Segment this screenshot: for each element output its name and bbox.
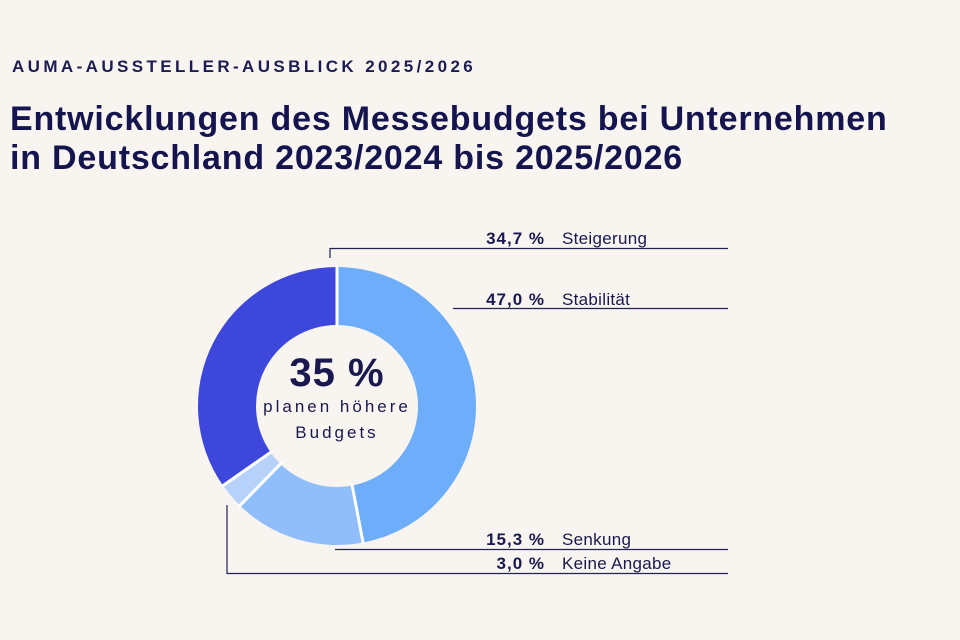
leader-line-keine-angabe [226,505,728,575]
center-caption-line1: planen höhere [263,397,411,416]
callout-label: Senkung [562,530,632,549]
donut-separators [220,265,365,545]
callout-label: Keine Angabe [562,554,672,573]
callout-value: 15,3 % [486,530,545,549]
leader-lines [226,247,728,575]
page-title-line2: in Deutschland 2023/2024 bis 2025/2026 [10,139,683,177]
donut-segment-stabilit-t [337,267,476,543]
center-value: 35 % [289,351,385,395]
callout-value: 34,7 % [486,229,545,248]
donut-separator [350,483,365,545]
callout-steigerung: 34,7 % Steigerung [300,229,730,248]
callout-label: Stabilität [562,290,631,309]
callout-value: 3,0 % [496,554,545,573]
donut-segment-steigerung [198,267,337,486]
donut-segments [198,267,476,545]
donut-separator [237,461,283,508]
callout-label: Steigerung [562,229,648,248]
page-title-line1: Entwicklungen des Messebudgets bei Unter… [10,100,888,138]
callout-value: 47,0 % [486,290,545,309]
callout-keine-angabe: 3,0 % Keine Angabe [300,554,730,573]
donut-segment-senkung [239,463,364,545]
donut-center-label: 35 % planen höhere Budgets [217,352,457,446]
center-caption-line2: Budgets [295,423,379,442]
page-title: Entwicklungen des Messebudgets bei Unter… [10,100,888,178]
callout-stabilitaet: 47,0 % Stabilität [300,290,730,309]
leader-line-steigerung [329,247,728,258]
eyebrow: AUMA-AUSSTELLER-AUSBLICK 2025/2026 [12,57,477,76]
donut-separator [220,449,274,488]
callout-senkung: 15,3 % Senkung [300,530,730,549]
donut-segment-keine-angabe [223,452,281,506]
